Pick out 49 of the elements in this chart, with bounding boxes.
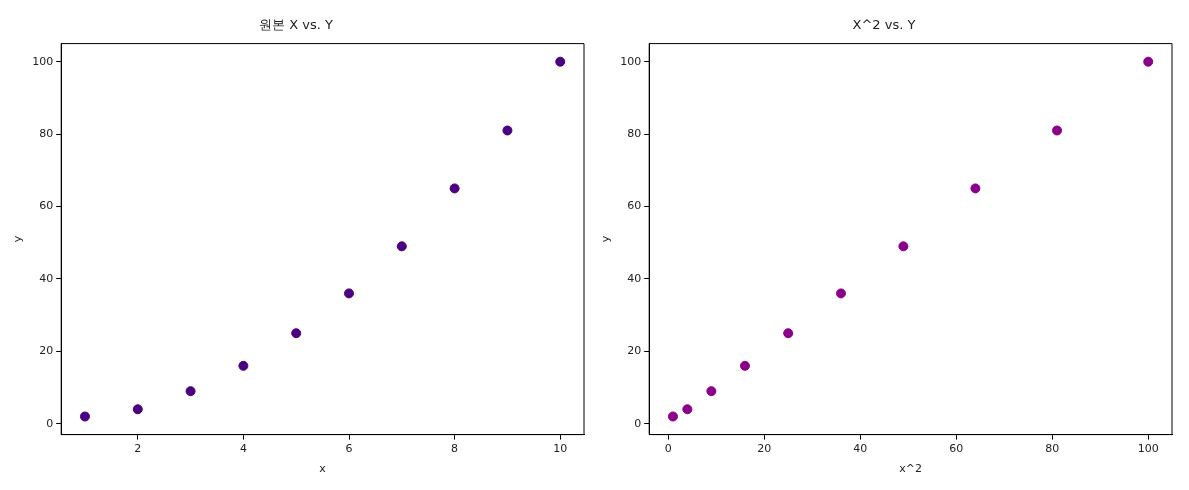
point <box>739 360 750 371</box>
chart-title: X^2 vs. Y <box>852 17 916 33</box>
y-tick-label: 20 <box>39 344 54 358</box>
y-axis-title: y <box>11 235 25 243</box>
y-tick-label: 100 <box>620 54 642 68</box>
point <box>502 125 513 136</box>
y-tick-label: 0 <box>634 416 642 430</box>
point <box>898 241 909 252</box>
point <box>835 288 846 299</box>
y-tick-label: 80 <box>627 126 642 140</box>
x-tick-label: 100 <box>1137 442 1159 456</box>
point <box>1052 125 1063 136</box>
point <box>291 328 302 339</box>
point <box>1143 56 1154 67</box>
y-tick-label: 80 <box>39 126 54 140</box>
x-tick-label: 8 <box>451 442 459 456</box>
x-tick-label: 0 <box>664 442 672 456</box>
x-tick-label: 4 <box>239 442 247 456</box>
x-tick-label: 2 <box>134 442 142 456</box>
x-tick-label: 60 <box>949 442 964 456</box>
x-axis-title: x^2 <box>899 462 922 476</box>
point <box>783 328 794 339</box>
point <box>185 386 196 397</box>
point <box>79 411 90 422</box>
y-tick-label: 40 <box>627 271 642 285</box>
point <box>396 241 407 252</box>
x-tick-label: 80 <box>1045 442 1060 456</box>
y-tick-label: 100 <box>32 54 54 68</box>
x-tick-label: 20 <box>757 442 772 456</box>
point <box>970 183 981 194</box>
point <box>132 404 143 415</box>
y-tick-label: 40 <box>39 271 54 285</box>
y-axis-title: y <box>599 235 613 243</box>
y-tick-label: 60 <box>39 199 54 213</box>
point <box>238 360 249 371</box>
point <box>555 56 566 67</box>
y-tick-label: 0 <box>46 416 54 430</box>
point <box>667 411 678 422</box>
y-tick-label: 60 <box>627 199 642 213</box>
x-axis-title: x <box>319 462 327 476</box>
point <box>449 183 460 194</box>
x-tick-label: 6 <box>345 442 353 456</box>
y-tick-label: 20 <box>627 344 642 358</box>
x-tick-label: 10 <box>553 442 568 456</box>
point <box>682 404 693 415</box>
x-tick-label: 40 <box>853 442 868 456</box>
point <box>344 288 354 299</box>
chart-title: 원본 X vs. Y <box>259 17 333 33</box>
point <box>706 386 717 397</box>
